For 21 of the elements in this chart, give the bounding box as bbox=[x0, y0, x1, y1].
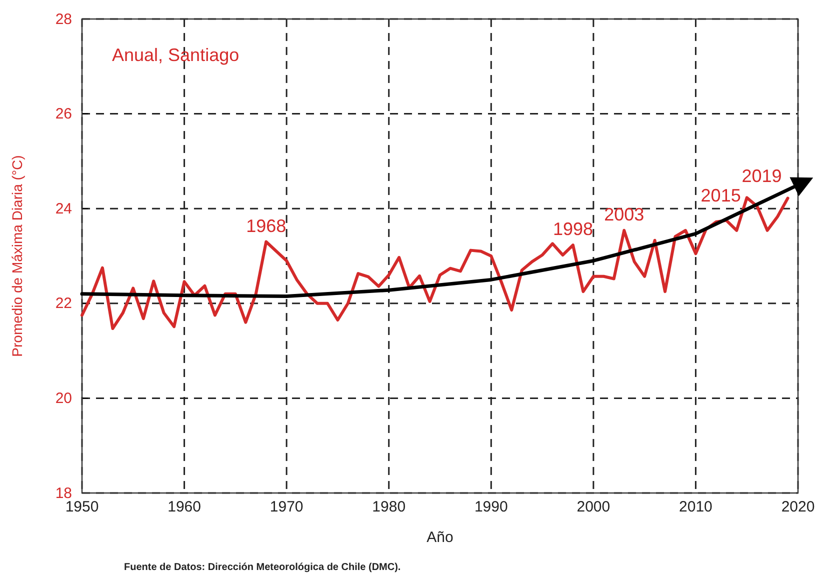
annotation: 2019 bbox=[742, 166, 782, 186]
x-tick-label: 2020 bbox=[781, 498, 815, 516]
y-tick-label: 22 bbox=[55, 295, 72, 312]
source-note: Fuente de Datos: Dirección Meteorológica de Chile (DMC). bbox=[124, 562, 401, 573]
x-tick-label: 1970 bbox=[270, 498, 304, 516]
x-tick-label: 1960 bbox=[168, 498, 201, 516]
y-axis-title: Promedio de Máxima Diaria (°C) bbox=[9, 155, 25, 357]
text: Anual, Santiago bbox=[112, 45, 240, 65]
x-axis-title: Año bbox=[426, 529, 454, 546]
y-tick-label: 20 bbox=[55, 390, 72, 407]
x-tick-label: 1990 bbox=[474, 498, 508, 516]
x-tick-label: 2010 bbox=[679, 498, 712, 516]
y-tick-label: 26 bbox=[55, 106, 72, 123]
x-tick-label: 1980 bbox=[372, 498, 406, 516]
y-tick-label: 24 bbox=[55, 200, 72, 218]
x-tick-label: 2000 bbox=[576, 498, 610, 516]
annotation: 2015 bbox=[700, 186, 741, 206]
annotation: 1968 bbox=[246, 216, 286, 236]
annotation: 2003 bbox=[604, 204, 644, 224]
y-tick-label: 28 bbox=[55, 10, 72, 28]
annotation: 1998 bbox=[552, 219, 593, 240]
